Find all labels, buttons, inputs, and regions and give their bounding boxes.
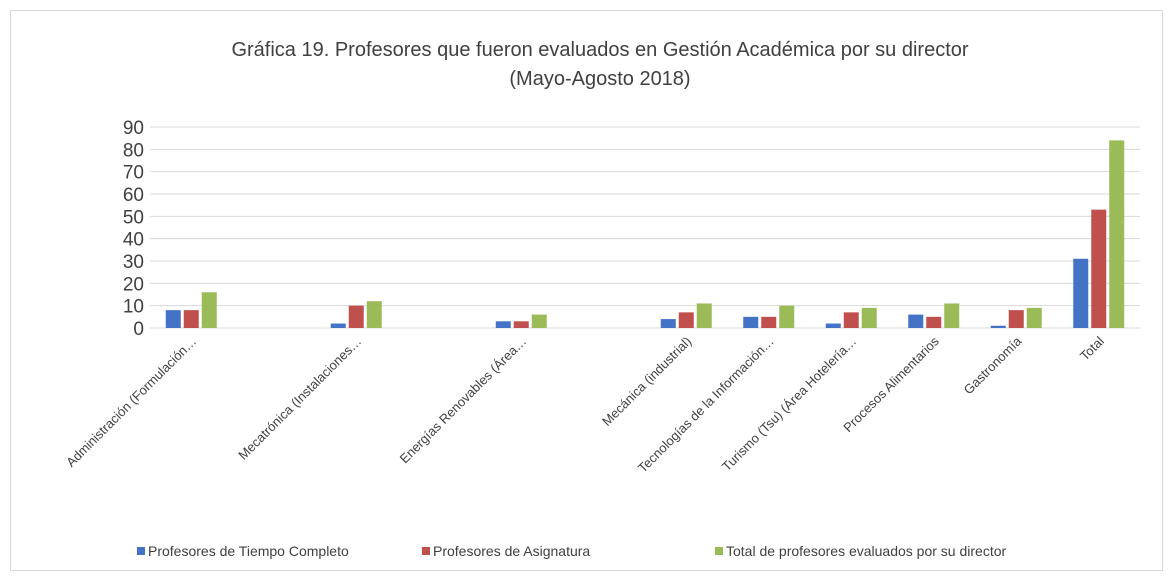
bar [926, 316, 942, 328]
bar [660, 319, 676, 328]
bar [1026, 307, 1042, 328]
y-tick-label: 10 [123, 297, 144, 318]
bar [990, 325, 1006, 328]
bar [1109, 140, 1125, 328]
bar [678, 312, 694, 328]
bar [531, 314, 547, 328]
chart-title: Gráfica 19. Profesores que fueron evalua… [231, 39, 968, 61]
bar [183, 310, 199, 328]
y-tick-label: 50 [123, 207, 144, 228]
chart-border [10, 10, 1163, 571]
y-tick-label: 30 [123, 252, 144, 273]
bar [944, 303, 960, 328]
legend-swatch [137, 547, 145, 555]
bar [843, 312, 859, 328]
y-tick-label: 40 [123, 230, 144, 251]
legend-swatch [422, 547, 430, 555]
bar [743, 316, 759, 328]
bar [513, 321, 529, 328]
y-tick-label: 60 [123, 185, 144, 206]
legend-swatch [715, 547, 723, 555]
bar [1073, 258, 1089, 328]
legend-label: Profesores de Tiempo Completo [148, 543, 349, 559]
bar [495, 321, 511, 328]
bar [861, 307, 877, 328]
bar [1008, 310, 1024, 328]
y-tick-label: 70 [123, 163, 144, 184]
legend-label: Total de profesores evaluados por su dir… [726, 543, 1006, 559]
bar [165, 310, 181, 328]
bar [366, 301, 382, 328]
y-tick-label: 0 [133, 319, 144, 340]
bar [201, 292, 217, 328]
bar [825, 323, 841, 328]
bar [696, 303, 712, 328]
bar [1091, 209, 1107, 328]
y-tick-label: 90 [123, 118, 144, 139]
legend-label: Profesores de Asignatura [433, 543, 590, 559]
bar [761, 316, 777, 328]
y-tick-label: 80 [123, 140, 144, 161]
y-tick-label: 20 [123, 274, 144, 295]
bar [779, 305, 795, 328]
bar [348, 305, 364, 328]
bar [908, 314, 924, 328]
bar [330, 323, 346, 328]
chart-subtitle: (Mayo-Agosto 2018) [509, 68, 690, 90]
